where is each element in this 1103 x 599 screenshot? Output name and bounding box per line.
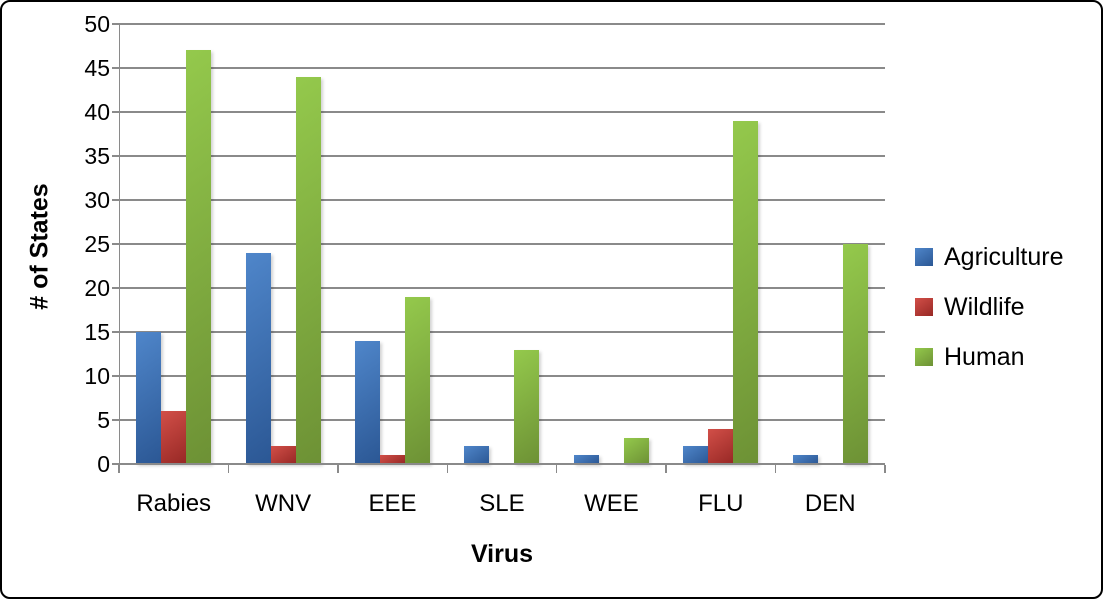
y-axis-tick-labels: 0 5 10 15 20 25 30 35 40 45 50 [42, 12, 110, 475]
y-tick-45 [112, 67, 119, 69]
bar-group-wee [557, 24, 666, 464]
bar-den-agriculture [792, 455, 818, 464]
gridline-10 [119, 375, 885, 377]
x-tick-label-sle: SLE [479, 490, 525, 517]
plot-area [112, 23, 886, 473]
gridline-30 [119, 199, 885, 201]
bar-group-den [776, 24, 885, 464]
bar-eee-human [405, 296, 431, 464]
x-tick-label-eee: EEE [368, 490, 417, 517]
bar-wnv-human [295, 76, 321, 464]
bar-flu-agriculture [683, 446, 709, 464]
y-tick-50 [112, 23, 119, 25]
y-axis-line [119, 24, 121, 464]
gridline-45 [119, 67, 885, 69]
x-axis-title: Virus [470, 540, 534, 568]
y-tick-25 [112, 243, 119, 245]
y-tick-5 [112, 419, 119, 421]
gridline-25 [119, 243, 885, 245]
x-tick-5 [665, 465, 667, 473]
y-tick-label-45: 45 [84, 54, 110, 81]
y-tick-30 [112, 199, 119, 201]
x-tick-2 [337, 465, 339, 473]
y-tick-label-25: 25 [84, 230, 110, 257]
y-tick-label-0: 0 [97, 450, 110, 477]
bar-wee-agriculture [573, 455, 599, 464]
y-tick-label-20: 20 [84, 274, 110, 301]
y-tick-label-50: 50 [84, 10, 110, 37]
bar-rabies-agriculture [136, 332, 162, 464]
bar-group-sle [447, 24, 556, 464]
gridline-35 [119, 155, 885, 157]
bar-eee-agriculture [355, 340, 381, 464]
x-tick-4 [556, 465, 558, 473]
legend-item-wildlife: Wildlife [915, 290, 1064, 324]
y-tick-10 [112, 375, 119, 377]
x-tick-label-wnv: WNV [255, 490, 312, 517]
bar-eee-wildlife [380, 455, 406, 464]
y-tick-20 [112, 287, 119, 289]
x-axis-tick-labels: Rabies WNV EEE SLE WEE FLU DEN [119, 490, 885, 518]
x-tick-label-flu: FLU [698, 490, 744, 517]
bar-sle-human [514, 349, 540, 464]
x-axis-line [119, 463, 885, 465]
bar-group-rabies [119, 24, 228, 464]
legend-item-agriculture: Agriculture [915, 240, 1064, 274]
bar-sle-agriculture [464, 446, 490, 464]
gridline-5 [119, 419, 885, 421]
y-tick-label-15: 15 [84, 318, 110, 345]
legend-label: Human [944, 342, 1025, 371]
gridline-40 [119, 111, 885, 113]
bars-layer [119, 24, 885, 464]
x-tick-1 [227, 465, 230, 473]
bar-rabies-human [186, 50, 212, 464]
y-tick-label-5: 5 [97, 406, 110, 433]
bar-wnv-agriculture [245, 252, 271, 464]
y-tick-label-30: 30 [84, 186, 110, 213]
y-tick-35 [112, 155, 119, 157]
bar-rabies-wildlife [161, 411, 187, 464]
legend: Agriculture Wildlife Human [915, 240, 1064, 390]
y-tick-label-35: 35 [84, 142, 110, 169]
x-tick-3 [446, 465, 448, 473]
bar-group-eee [338, 24, 447, 464]
x-tick-6 [774, 465, 777, 473]
y-tick-label-40: 40 [84, 98, 110, 125]
legend-label: Wildlife [944, 292, 1025, 321]
gridline-15 [119, 331, 885, 333]
bar-flu-wildlife [708, 428, 734, 464]
gridline-20 [119, 287, 885, 289]
legend-swatch-icon [915, 298, 933, 316]
x-tick-0 [118, 465, 120, 473]
legend-item-human: Human [915, 340, 1064, 374]
bar-wee-human [623, 437, 649, 464]
y-tick-15 [112, 331, 119, 333]
legend-label: Agriculture [944, 242, 1064, 271]
y-tick-0 [112, 463, 119, 465]
bar-den-human [842, 244, 868, 464]
y-tick-label-10: 10 [84, 362, 110, 389]
x-tick-7 [884, 465, 886, 473]
bar-wnv-wildlife [270, 446, 296, 464]
y-tick-40 [112, 111, 119, 113]
gridline-50 [119, 23, 885, 25]
bar-flu-human [733, 120, 759, 464]
bar-group-flu [666, 24, 775, 464]
bar-group-wnv [228, 24, 337, 464]
x-tick-label-rabies: Rabies [136, 490, 212, 517]
legend-swatch-icon [915, 348, 933, 366]
x-tick-label-wee: WEE [584, 490, 639, 517]
x-tick-label-den: DEN [804, 490, 856, 517]
legend-swatch-icon [915, 248, 933, 266]
